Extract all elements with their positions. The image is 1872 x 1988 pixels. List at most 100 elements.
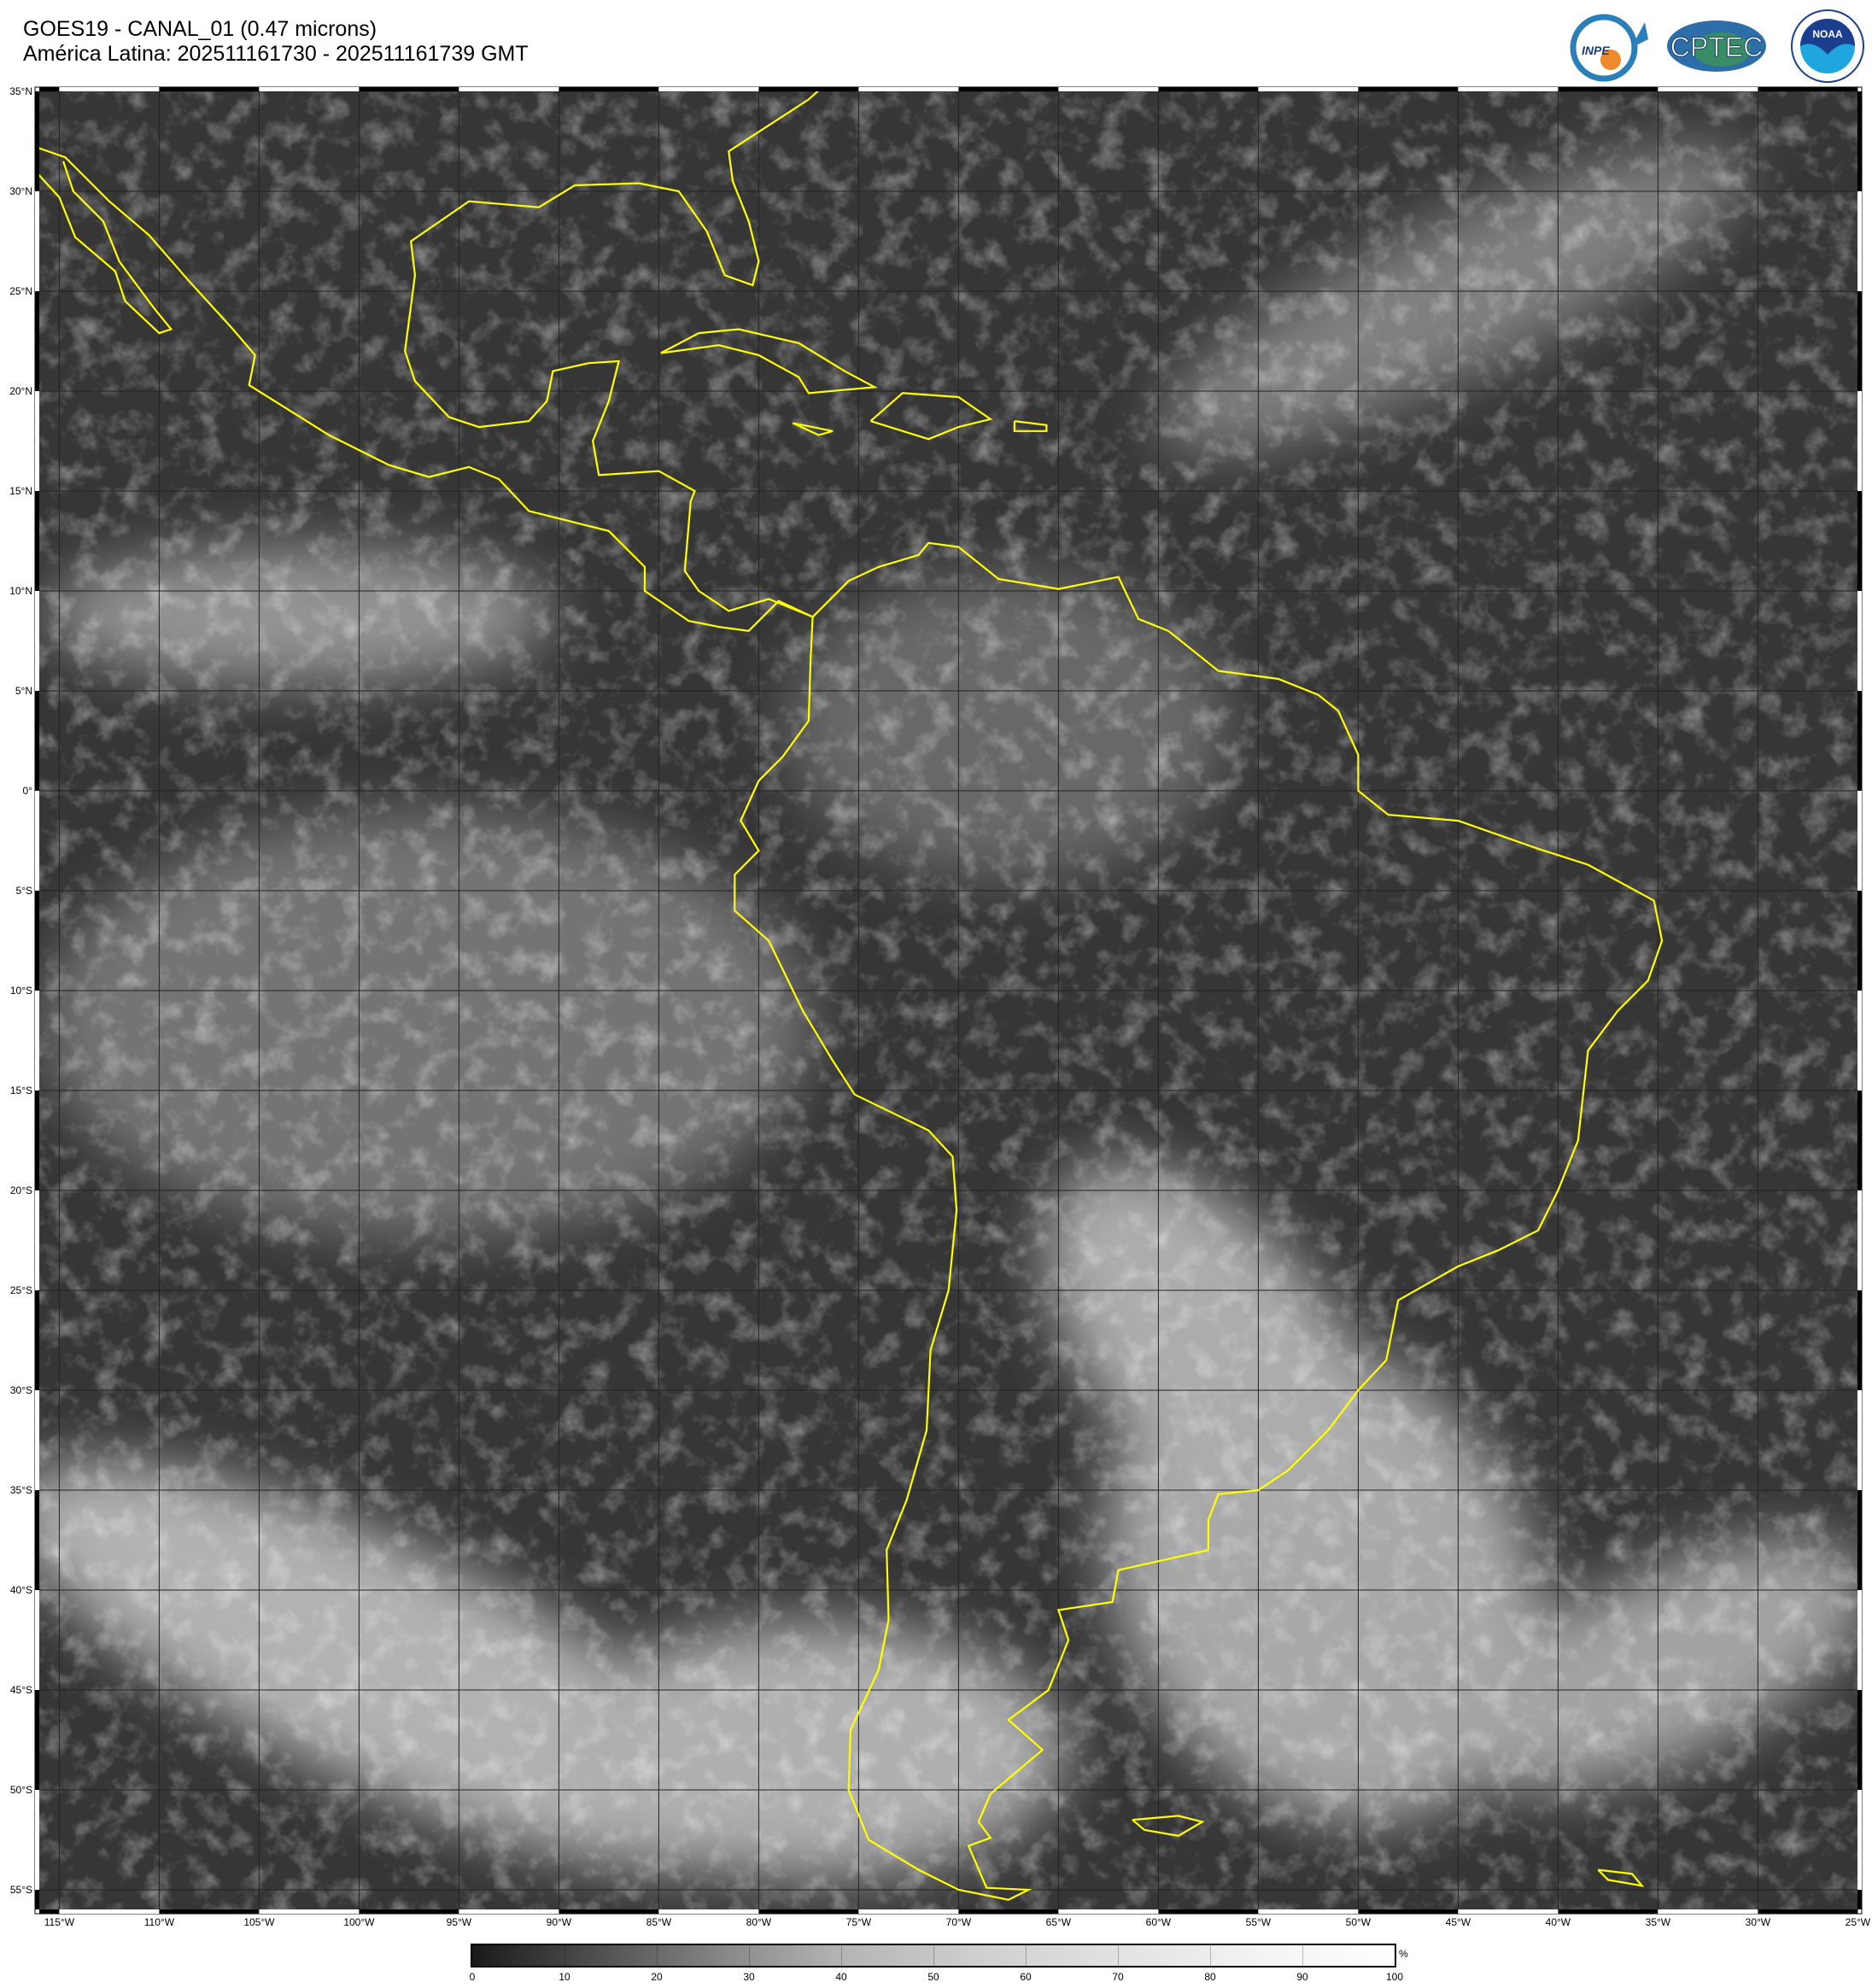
lon-label: 75°W [845, 1916, 872, 1928]
lat-label: 5°N [15, 685, 32, 697]
colorbar-tick-label: 100 [1385, 1971, 1404, 1983]
lat-label: 15°S [9, 1085, 32, 1096]
svg-text:INPE: INPE [1582, 44, 1610, 57]
frame-tick [559, 1909, 659, 1914]
frame-tick [35, 91, 39, 191]
lon-label: 105°W [243, 1916, 275, 1928]
coastline-jamaica [792, 422, 834, 436]
lon-label: 80°W [746, 1916, 772, 1928]
frame-tick [35, 1390, 39, 1490]
lon-label: 55°W [1245, 1916, 1272, 1928]
frame-tick [1857, 1490, 1862, 1590]
frame-tick [1857, 791, 1862, 891]
colorbar-divider [1118, 1945, 1119, 1966]
frame-tick [35, 691, 39, 791]
colorbar-tick-label: 80 [1204, 1971, 1216, 1983]
lon-label: 95°W [446, 1916, 472, 1928]
lon-label: 65°W [1045, 1916, 1072, 1928]
coastline-baja [39, 161, 173, 335]
colorbar [471, 1944, 1396, 1968]
frame-tick [559, 87, 659, 91]
frame-tick [1458, 87, 1559, 91]
colorbar-tick-label: 30 [743, 1971, 755, 1983]
frame-tick [259, 87, 360, 91]
frame-tick [1558, 1909, 1658, 1914]
frame-tick [1857, 991, 1862, 1090]
colorbar-tick-label: 70 [1112, 1971, 1124, 1983]
satellite-image [39, 91, 1857, 1909]
frame-tick [359, 87, 459, 91]
frame-tick [35, 1890, 39, 1909]
lat-label: 5°S [15, 885, 32, 897]
logos: INPE CPTEC NOAA [1570, 9, 1864, 83]
colorbar-divider [657, 1945, 658, 1966]
colorbar-divider [933, 1945, 934, 1966]
lon-label: 25°W [1845, 1916, 1871, 1928]
frame-tick [758, 1909, 859, 1914]
coastline-hispaniola [869, 392, 993, 441]
colorbar-tick-label: 60 [1020, 1971, 1032, 1983]
frame-tick [35, 491, 39, 591]
frame-tick [1558, 87, 1658, 91]
frame-tick [459, 1909, 559, 1914]
lon-label: 100°W [343, 1916, 375, 1928]
frame-tick [958, 87, 1059, 91]
lat-label: 35°S [9, 1484, 32, 1496]
frame-tick [1658, 1909, 1758, 1914]
frame-tick [159, 87, 260, 91]
frame-tick [35, 1490, 39, 1590]
lat-label: 25°N [9, 285, 32, 297]
colorbar-divider [1026, 1945, 1027, 1966]
frame-tick [1258, 1909, 1359, 1914]
frame-tick [459, 87, 559, 91]
noaa-logo: NOAA [1791, 9, 1864, 83]
lat-label: 30°N [9, 185, 32, 197]
lon-label: 85°W [646, 1916, 672, 1928]
frame-tick [1857, 1790, 1862, 1890]
lon-label: 115°W [44, 1916, 75, 1928]
colorbar-tick-label: 10 [559, 1971, 570, 1983]
frame-tick [1857, 1390, 1862, 1490]
lon-label: 40°W [1545, 1916, 1571, 1928]
lat-label: 45°S [9, 1684, 32, 1696]
colorbar-tick-label: 0 [469, 1971, 476, 1983]
frame-tick [35, 291, 39, 391]
colorbar-tick-label: 50 [927, 1971, 939, 1983]
svg-text:CPTEC: CPTEC [1670, 32, 1763, 62]
colorbar-divider [1210, 1945, 1211, 1966]
frame-tick [35, 191, 39, 291]
lat-label: 30°S [9, 1384, 32, 1396]
frame-tick [1857, 1690, 1862, 1790]
lat-label: 50°S [9, 1784, 32, 1796]
frame-tick [658, 1909, 759, 1914]
frame-tick [1258, 87, 1359, 91]
colorbar-tick-label: 40 [835, 1971, 847, 1983]
lat-label: 15°N [9, 485, 32, 497]
frame-tick [1458, 1909, 1559, 1914]
lat-label: 0° [22, 785, 32, 797]
frame-tick [1358, 1909, 1459, 1914]
lat-label: 25°S [9, 1284, 32, 1296]
frame-tick [35, 991, 39, 1090]
frame-tick [1857, 591, 1862, 691]
lat-label: 20°S [9, 1184, 32, 1196]
coastline-pacific-coast [39, 147, 814, 632]
cptec-logo: CPTEC [1667, 20, 1766, 72]
frame-tick [1857, 491, 1862, 591]
frame-tick [39, 1909, 60, 1914]
lat-label: 40°S [9, 1584, 32, 1596]
colorbar-divider [1302, 1945, 1303, 1966]
frame-tick [858, 87, 959, 91]
lon-label: 60°W [1145, 1916, 1172, 1928]
map-subtitle: América Latina: 202511161730 - 202511161… [23, 42, 529, 66]
lon-label: 50°W [1345, 1916, 1372, 1928]
frame-tick [1857, 1190, 1862, 1290]
frame-tick [59, 87, 160, 91]
colorbar-divider [841, 1945, 842, 1966]
frame-tick [35, 1690, 39, 1790]
coastline-puerto-rico [1013, 420, 1048, 432]
coastline-caribbean-coast [404, 91, 819, 618]
coastline-south-georgia [1597, 1868, 1645, 1887]
frame-tick [1358, 87, 1459, 91]
